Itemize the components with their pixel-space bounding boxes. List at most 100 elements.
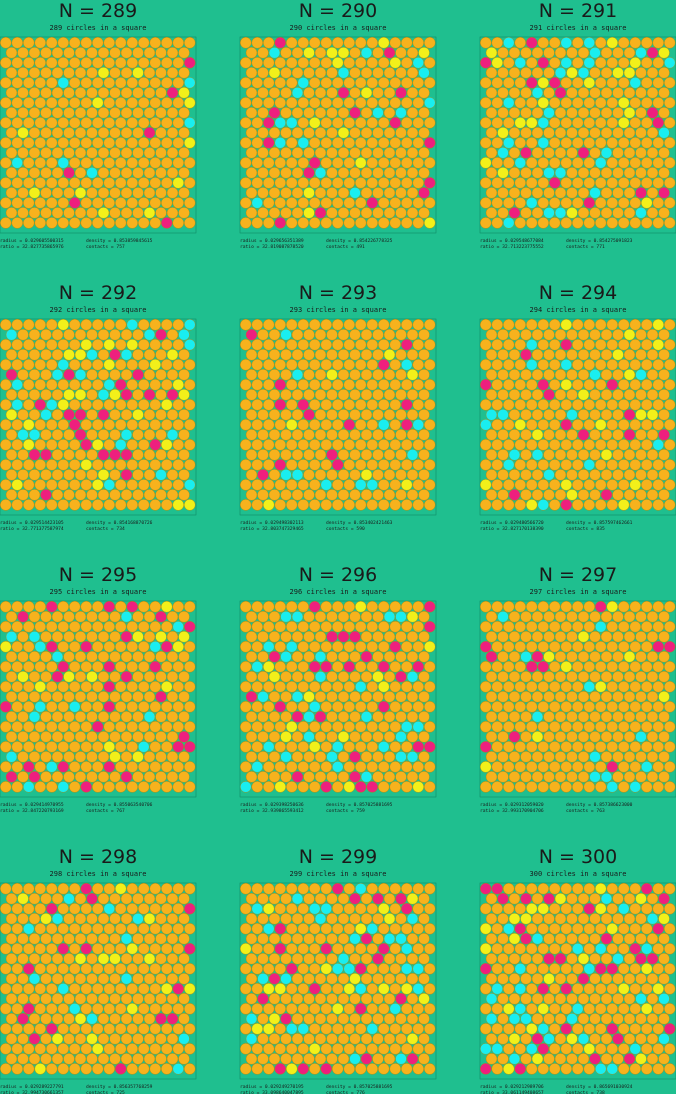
circle	[560, 459, 572, 471]
circle	[485, 67, 498, 79]
circle	[291, 369, 304, 381]
circle	[395, 67, 407, 79]
circle	[5, 611, 18, 623]
circle	[355, 379, 367, 391]
circle	[11, 37, 23, 49]
circle	[23, 37, 35, 49]
circle	[389, 419, 401, 431]
circle	[314, 349, 327, 361]
circle	[549, 741, 561, 753]
circle	[286, 117, 298, 129]
circle	[395, 973, 407, 985]
circle	[251, 359, 263, 371]
circle	[560, 217, 572, 229]
circle	[40, 691, 52, 703]
circle	[184, 681, 196, 693]
circle	[355, 177, 367, 189]
circle	[412, 601, 424, 613]
circle	[343, 359, 355, 371]
circle	[92, 781, 104, 793]
circle	[360, 67, 373, 79]
circle	[149, 379, 161, 391]
circle	[418, 711, 430, 723]
circle	[572, 217, 584, 229]
circle	[606, 419, 618, 431]
circle	[132, 731, 144, 743]
circle	[86, 913, 98, 925]
circle	[23, 57, 35, 69]
circle	[606, 499, 618, 511]
circle	[577, 933, 590, 945]
circle	[297, 983, 309, 995]
circle	[57, 983, 69, 995]
circle	[286, 137, 298, 149]
circle	[595, 983, 607, 995]
circle	[652, 117, 664, 129]
circle	[51, 349, 64, 361]
circle	[343, 681, 355, 693]
circle	[401, 983, 413, 995]
circle	[245, 329, 258, 341]
circle	[109, 631, 121, 643]
circle	[297, 217, 309, 229]
circle	[92, 117, 104, 129]
circle	[343, 781, 355, 793]
circle	[618, 781, 630, 793]
circle	[257, 1013, 269, 1025]
circle	[86, 349, 98, 361]
circle	[424, 701, 436, 713]
circle	[503, 77, 515, 89]
circle	[366, 459, 378, 471]
circle	[0, 701, 12, 713]
circle	[618, 379, 630, 391]
circle	[0, 439, 12, 451]
circle	[629, 479, 641, 491]
circle	[491, 1063, 503, 1075]
panel-subtitle: 290 circles in a square	[290, 24, 387, 32]
circle	[629, 37, 641, 49]
circle	[372, 489, 384, 501]
circle	[503, 439, 515, 451]
circle	[618, 197, 630, 209]
circle	[23, 197, 35, 209]
circle	[291, 329, 304, 341]
circle	[629, 1023, 641, 1035]
circle	[23, 923, 35, 935]
circle	[543, 1053, 555, 1065]
circle	[549, 359, 561, 371]
circle	[372, 631, 384, 643]
circle	[497, 187, 509, 199]
circle	[320, 1063, 332, 1075]
circle	[389, 963, 401, 975]
circle	[5, 651, 18, 663]
circle	[46, 903, 58, 915]
circle	[320, 761, 332, 773]
circle	[526, 37, 538, 49]
circle	[412, 117, 424, 129]
circle	[491, 701, 503, 713]
circle	[309, 1063, 321, 1075]
circle	[286, 499, 298, 511]
circle	[485, 913, 498, 925]
circle	[268, 751, 281, 763]
circle	[554, 1013, 567, 1025]
circle	[126, 399, 138, 411]
circle	[583, 217, 595, 229]
circle	[326, 469, 338, 481]
circle	[23, 1003, 35, 1015]
circle	[132, 953, 144, 965]
circle	[286, 459, 298, 471]
circle	[572, 197, 584, 209]
circle	[0, 319, 12, 331]
circle	[23, 419, 35, 431]
circle	[389, 499, 401, 511]
circle	[514, 439, 526, 451]
circle	[184, 217, 196, 229]
circle	[291, 67, 304, 79]
circle	[491, 741, 503, 753]
circle	[543, 489, 555, 501]
circle	[412, 359, 424, 371]
panel-subtitle: 291 circles in a square	[530, 24, 627, 32]
circle	[309, 963, 321, 975]
